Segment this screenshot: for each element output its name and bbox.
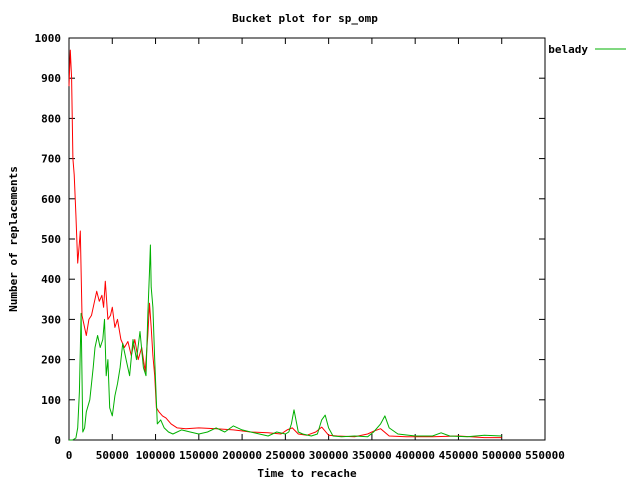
x-tick-label: 500000	[482, 449, 522, 462]
y-tick-label: 100	[41, 394, 61, 407]
plot-frame	[68, 37, 546, 441]
x-tick-label: 400000	[395, 449, 435, 462]
x-tick-label: 0	[66, 449, 73, 462]
x-axis-label: Time to recache	[257, 467, 357, 480]
legend-label-belady: belady	[548, 43, 588, 56]
series-line-0	[68, 49, 502, 439]
y-tick-label: 500	[41, 233, 61, 246]
y-tick-label: 900	[41, 72, 61, 85]
y-tick-label: 700	[41, 153, 61, 166]
y-tick-label: 1000	[35, 32, 62, 45]
x-tick-label: 450000	[439, 449, 479, 462]
y-tick-label: 400	[41, 273, 61, 286]
series-line-1	[69, 244, 502, 441]
y-tick-label: 300	[41, 313, 61, 326]
y-axis-label: Number of replacements	[7, 166, 20, 312]
x-tick-label: 200000	[222, 449, 262, 462]
y-tick-label: 200	[41, 354, 61, 367]
x-tick-label: 100000	[136, 449, 176, 462]
x-tick-label: 300000	[309, 449, 349, 462]
y-tick-label: 0	[54, 434, 61, 447]
x-tick-label: 50000	[96, 449, 129, 462]
y-tick-label: 800	[41, 112, 61, 125]
chart-title: Bucket plot for sp_omp	[232, 12, 378, 25]
x-tick-label: 350000	[352, 449, 392, 462]
x-tick-label: 250000	[265, 449, 305, 462]
x-tick-label: 150000	[179, 449, 219, 462]
x-tick-label: 550000	[525, 449, 565, 462]
y-tick-label: 600	[41, 193, 61, 206]
